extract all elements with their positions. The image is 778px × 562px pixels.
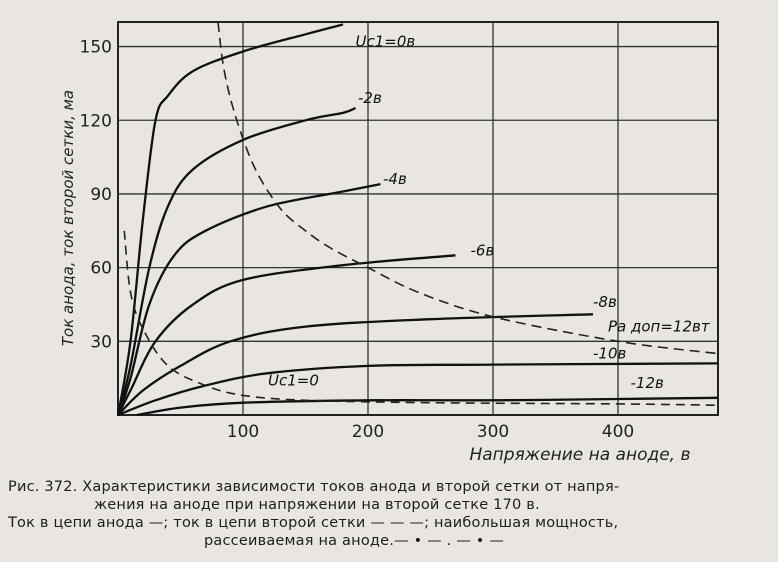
curve-label: -4в — [383, 170, 407, 188]
anode-current-line — [116, 254, 456, 416]
caption-line-2: жения на аноде при напряжении на второй … — [94, 497, 540, 513]
x-axis-label: Напряжение на аноде, в — [469, 445, 690, 465]
x-tick-label: 200 — [352, 422, 384, 442]
x-tick-label: 300 — [477, 422, 509, 442]
anode-current-line — [116, 23, 344, 416]
max-dissipation-line — [217, 21, 719, 355]
curve-label: Uc1=0в — [356, 33, 416, 51]
curve-label: Uc1=0 — [268, 372, 319, 390]
y-axis-label: Ток анода, ток второй сетки, ма — [59, 90, 77, 346]
curve-label: -10в — [593, 345, 626, 363]
anode-current-line — [117, 362, 719, 417]
anode-current-line — [136, 396, 719, 417]
y-tick-label: 30 — [90, 332, 112, 352]
curve-label: -6в — [471, 241, 495, 259]
data-series — [116, 21, 719, 417]
curve-label: -8в — [593, 293, 617, 311]
curve-label: -12в — [631, 374, 664, 392]
curve-label: -2в — [358, 89, 382, 107]
caption-line-1: Рис. 372. Характеристики зависимости ток… — [8, 479, 620, 495]
y-tick-label: 120 — [80, 111, 112, 131]
curve-label: Ра доп=12вт — [608, 317, 711, 335]
anode-current-line — [117, 313, 594, 416]
y-tick-label: 150 — [80, 38, 112, 58]
y-tick-label: 60 — [90, 259, 112, 279]
series-labels: Uc1=0в -2в -4в -6в -8в Ра доп=12вт -10в -12в Uc1… — [268, 33, 711, 392]
x-tick-label: 100 — [227, 422, 259, 442]
anode-current-line — [116, 182, 381, 416]
grid-lines — [118, 22, 718, 415]
caption-line-3: Ток в цепи анода —; ток в цепи второй се… — [8, 515, 619, 531]
anode-current-line — [116, 106, 356, 416]
tick-labels: 100 200 300 400 30 60 90 120 150 — [80, 38, 635, 442]
figure-caption: Рис. 372. Характеристики зависимости ток… — [8, 478, 774, 514]
caption-line-4: рассеиваемая на аноде.— • — . — • — — [204, 533, 505, 549]
x-tick-label: 400 — [602, 422, 634, 442]
legend-caption: Ток в цепи анода —; ток в цепи второй се… — [8, 514, 774, 550]
y-tick-label: 90 — [90, 185, 112, 205]
plot-frame — [117, 21, 719, 416]
screen-grid-current-line — [123, 230, 719, 406]
